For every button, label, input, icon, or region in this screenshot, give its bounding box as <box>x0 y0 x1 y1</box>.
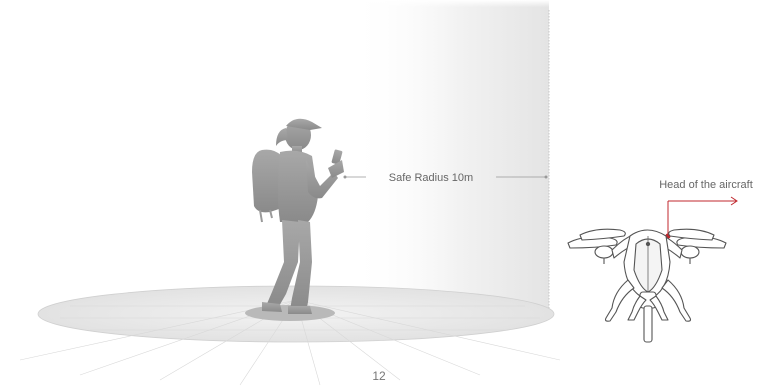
head-of-aircraft-label: Head of the aircraft <box>659 179 753 191</box>
person-with-backpack-and-phone-icon <box>252 118 344 314</box>
safe-radius-label: Safe Radius 10m <box>389 172 473 184</box>
head-of-aircraft-pointer <box>665 196 738 239</box>
safety-zone-wall <box>350 0 550 312</box>
aircraft-drone-icon <box>567 228 727 343</box>
page-number: 12 <box>372 369 386 383</box>
safe-radius-indicator <box>343 175 548 179</box>
safety-zone-ground <box>19 285 561 386</box>
